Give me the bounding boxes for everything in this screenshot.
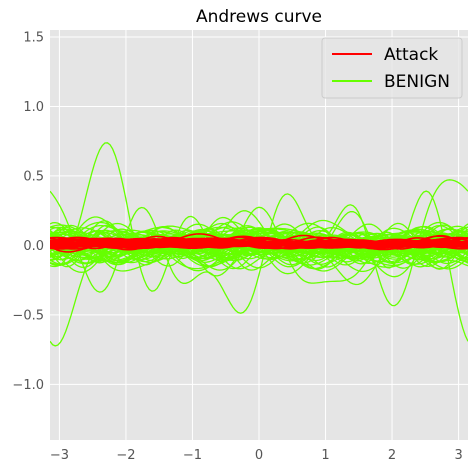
y-tick-label: 1.5 (23, 30, 44, 45)
legend: Attack BENIGN (321, 37, 463, 99)
benign-curve (50, 222, 468, 270)
legend-label: Attack (384, 45, 438, 65)
benign-curve (50, 179, 468, 314)
legend-label: BENIGN (384, 72, 450, 92)
curves-group (50, 142, 468, 347)
x-tick-label: −1 (183, 448, 202, 463)
y-tick-label: −0.5 (12, 308, 44, 323)
attack-curve (50, 238, 468, 249)
attack-curve (50, 235, 468, 248)
y-tick-label: 1.0 (23, 100, 44, 115)
x-tick-label: −2 (116, 448, 135, 463)
x-tick-label: 1 (321, 448, 329, 463)
y-tick-label: 0.0 (23, 239, 44, 254)
x-tick-label: 3 (454, 448, 462, 463)
x-tick-label: 2 (388, 448, 396, 463)
x-tick-label: −3 (50, 448, 69, 463)
chart-title: Andrews curve (196, 7, 322, 27)
x-tick-label: 0 (255, 448, 263, 463)
benign-curve (50, 142, 468, 292)
y-tick-label: 0.5 (23, 169, 44, 184)
series-attack (50, 233, 468, 253)
y-tick-label: −1.0 (12, 378, 44, 393)
